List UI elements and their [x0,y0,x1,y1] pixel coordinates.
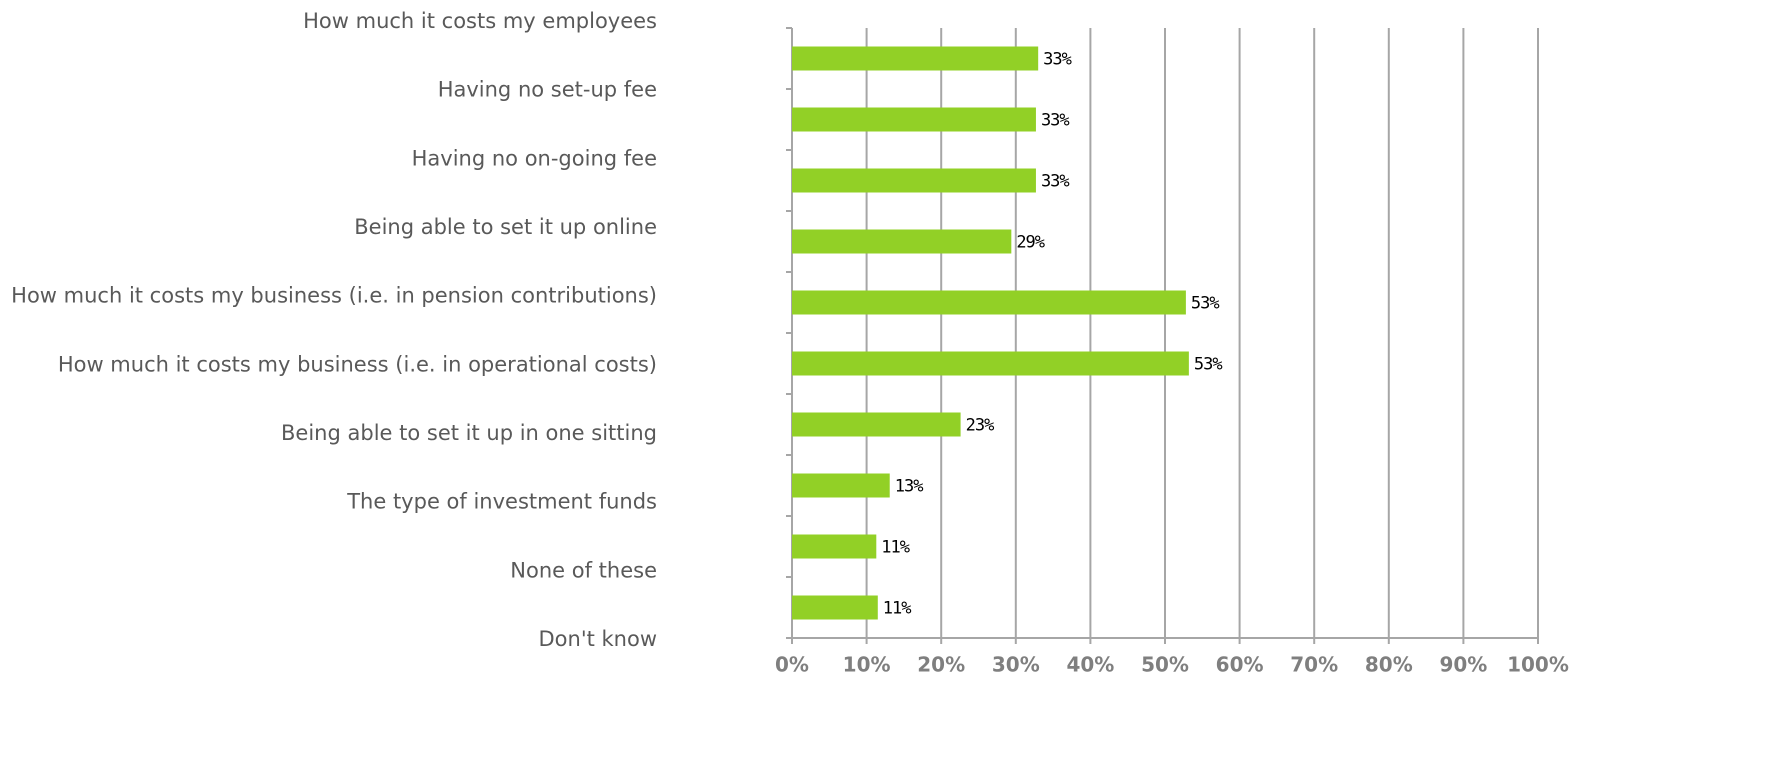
bar [792,595,878,620]
category-label: None of these [510,558,657,582]
value-label: 53% [1191,294,1219,314]
x-tick-label: 20% [917,653,965,677]
value-label: 11% [883,599,911,619]
bar [792,107,1036,132]
category-label: Don't know [538,627,657,651]
category-label: Having no on-going fee [412,146,657,170]
value-label: 33% [1041,172,1069,192]
bar [792,168,1036,193]
category-label: How much it costs my business (i.e. in o… [58,352,657,376]
category-label: How much it costs my business (i.e. in p… [11,284,657,308]
x-tick-label: 60% [1216,653,1264,677]
x-tick-label: 0% [775,653,809,677]
category-label: Being able to set it up in one sitting [281,421,657,445]
category-label: Having no set-up fee [438,78,657,102]
value-label: 11% [881,538,909,558]
x-tick-label: 100% [1507,653,1569,677]
bar [792,412,961,437]
value-label: 29% [1016,233,1044,253]
category-label: How much it costs my employees [303,9,657,33]
value-label: 33% [1041,111,1069,131]
x-tick-label: 90% [1439,653,1487,677]
value-label: 13% [895,477,923,497]
x-tick-label: 80% [1365,653,1413,677]
bar [792,351,1189,376]
value-label: 33% [1043,50,1071,70]
bar [792,290,1186,315]
bar [792,473,890,498]
category-label: The type of investment funds [346,490,657,514]
bar [792,229,1012,254]
value-label: 23% [966,416,994,436]
category-label: Being able to set it up online [354,215,657,239]
x-tick-label: 50% [1141,653,1189,677]
bar [792,46,1039,71]
x-tick-label: 10% [843,653,891,677]
x-tick-label: 40% [1066,653,1114,677]
value-label: 53% [1194,355,1222,375]
bar [792,534,877,559]
x-tick-label: 70% [1290,653,1338,677]
x-tick-label: 30% [992,653,1040,677]
